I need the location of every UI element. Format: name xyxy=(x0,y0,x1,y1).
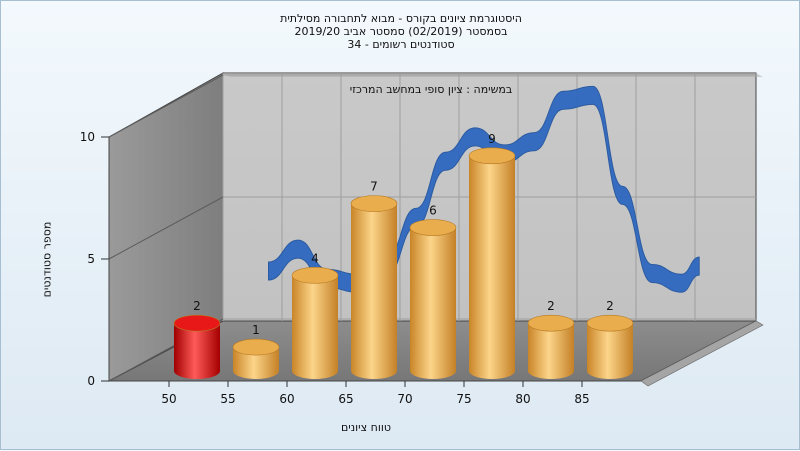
bar-body xyxy=(292,275,338,379)
x-axis-label: טווח ציונים xyxy=(341,421,391,434)
bar-top xyxy=(291,267,339,284)
x-tick-label: 70 xyxy=(397,392,412,406)
bar-body xyxy=(469,155,515,379)
bar-value-label: 4 xyxy=(311,251,319,265)
bar-value-label: 6 xyxy=(429,204,437,218)
bar-body xyxy=(528,323,574,379)
left-wall-gridline xyxy=(108,196,224,260)
x-tick-label: 65 xyxy=(338,392,353,406)
histogram-bar xyxy=(586,314,634,379)
y-tick-label: 10 xyxy=(80,130,95,144)
chart-floor-edge xyxy=(640,320,764,387)
x-tick-label: 60 xyxy=(279,392,294,406)
left-wall-gridline xyxy=(108,74,224,138)
bar-top xyxy=(468,147,516,165)
bar-body xyxy=(351,203,397,379)
chart-subtitle: במשימה : ציון סופי במחשב המרכזי xyxy=(349,83,513,96)
bar-body xyxy=(587,323,633,379)
bar-body xyxy=(233,347,279,379)
histogram-bar xyxy=(291,267,339,379)
bar-top xyxy=(350,195,398,212)
bar-body xyxy=(410,227,456,379)
bar-value-label: 9 xyxy=(488,132,496,146)
y-axis-label: מספר סטודנטים xyxy=(40,221,54,298)
x-tick-label: 85 xyxy=(574,392,589,406)
histogram-bar xyxy=(350,195,398,379)
bar-body xyxy=(174,323,220,379)
chart-title-line-1: היסטוגרמת ציונים בקורס - מבוא לתחבורה מס… xyxy=(280,12,522,25)
y-tick-label: 5 xyxy=(87,252,95,266)
bar-top xyxy=(173,314,221,332)
x-tick-label: 55 xyxy=(220,392,235,406)
bar-value-label: 2 xyxy=(547,299,555,313)
bar-top xyxy=(232,338,280,356)
histogram-bar xyxy=(173,314,221,379)
histogram-bar xyxy=(527,314,575,379)
bar-top xyxy=(527,314,575,332)
histogram-bar xyxy=(468,147,516,379)
x-tick-label: 75 xyxy=(456,392,471,406)
bar-top xyxy=(586,314,634,332)
bar-value-label: 7 xyxy=(370,180,378,194)
bar-top xyxy=(409,219,457,236)
x-tick-label: 50 xyxy=(161,392,176,406)
chart-title-line-3: סטודנטים רשומים - 34 xyxy=(347,38,455,51)
histogram-bar xyxy=(409,219,457,379)
chart-title-line-2: בסמסטר (02/2019) סמסטר אביב 2019/20 xyxy=(294,25,508,38)
y-tick-label: 0 xyxy=(87,374,95,388)
bar-value-label: 1 xyxy=(252,323,260,337)
x-tick-label: 80 xyxy=(515,392,530,406)
histogram-bar xyxy=(232,338,280,379)
bar-value-label: 2 xyxy=(193,299,201,313)
bar-value-label: 2 xyxy=(606,299,614,313)
